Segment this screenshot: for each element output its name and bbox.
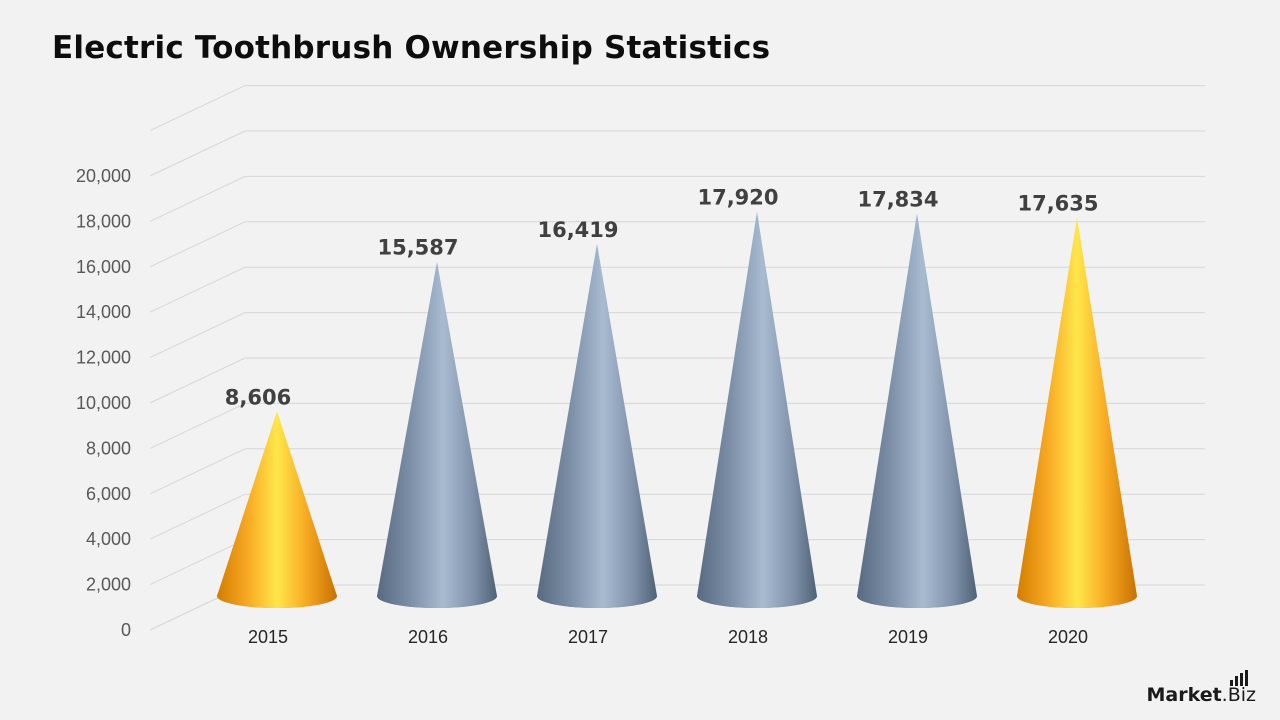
chart-title: Electric Toothbrush Ownership Statistics	[52, 30, 771, 66]
cones	[217, 211, 1137, 609]
cone-bar-2016	[377, 261, 497, 608]
gridline-diagonal	[149, 539, 246, 586]
x-tick-label: 2017	[568, 627, 608, 647]
y-tick-label: 10,000	[76, 393, 131, 413]
y-tick-label: 14,000	[76, 302, 131, 322]
y-tick-label: 18,000	[76, 211, 131, 231]
cone-body	[217, 411, 337, 608]
x-axis-ticks: 2015 2016 2017 2018 2019 2020	[248, 627, 1088, 647]
brand-logo-main: Market	[1146, 684, 1222, 706]
x-tick-label: 2020	[1048, 627, 1088, 647]
y-tick-label: 0	[121, 620, 131, 640]
cone-bar-2017	[537, 243, 657, 608]
gridline-diagonal	[149, 221, 246, 268]
gridline-diagonal	[149, 175, 246, 222]
brand-logo-suffix: .Biz	[1221, 684, 1256, 706]
gridline-diagonal	[149, 448, 246, 495]
data-label: 16,419	[537, 218, 618, 242]
gridline-diagonal	[149, 402, 246, 449]
data-label: 17,635	[1017, 192, 1098, 216]
cone-bar-2015	[217, 411, 337, 608]
y-tick-label: 2,000	[86, 575, 131, 595]
y-tick-label: 6,000	[86, 484, 131, 504]
gridline-diagonal	[149, 493, 246, 540]
bar-chart-icon	[1230, 670, 1249, 686]
data-labels: 8,606 15,587 16,419 17,920 17,834 17,635	[225, 186, 1099, 410]
gridline-diagonal	[149, 357, 246, 404]
y-axis-ticks: 0 2,000 4,000 6,000 8,000 10,000 12,000 14,000 1…	[76, 166, 131, 640]
cone-bar-2019	[857, 213, 977, 608]
gridline-diagonal	[149, 312, 246, 359]
data-label: 8,606	[225, 385, 291, 409]
y-tick-label: 16,000	[76, 257, 131, 277]
gridline-diagonal	[149, 266, 246, 313]
x-tick-label: 2019	[888, 627, 928, 647]
x-tick-label: 2015	[248, 627, 288, 647]
data-label: 17,920	[697, 186, 778, 210]
gridline-diagonal	[149, 130, 246, 177]
x-tick-label: 2018	[728, 627, 768, 647]
gridline-diagonal	[149, 85, 246, 132]
data-label: 15,587	[377, 236, 458, 260]
cone-body	[537, 243, 657, 608]
cone-body	[857, 213, 977, 608]
brand-logo: Market.Biz	[1146, 670, 1256, 706]
cone-body	[697, 211, 817, 609]
cone-bar-2018	[697, 211, 817, 609]
cone-body	[1017, 217, 1137, 608]
x-tick-label: 2016	[408, 627, 448, 647]
cone-body	[377, 261, 497, 608]
y-tick-label: 8,000	[86, 438, 131, 458]
y-tick-label: 4,000	[86, 529, 131, 549]
y-tick-label: 12,000	[76, 348, 131, 368]
y-tick-label: 20,000	[76, 166, 131, 186]
data-label: 17,834	[857, 187, 938, 211]
cone-bar-2020	[1017, 217, 1137, 608]
